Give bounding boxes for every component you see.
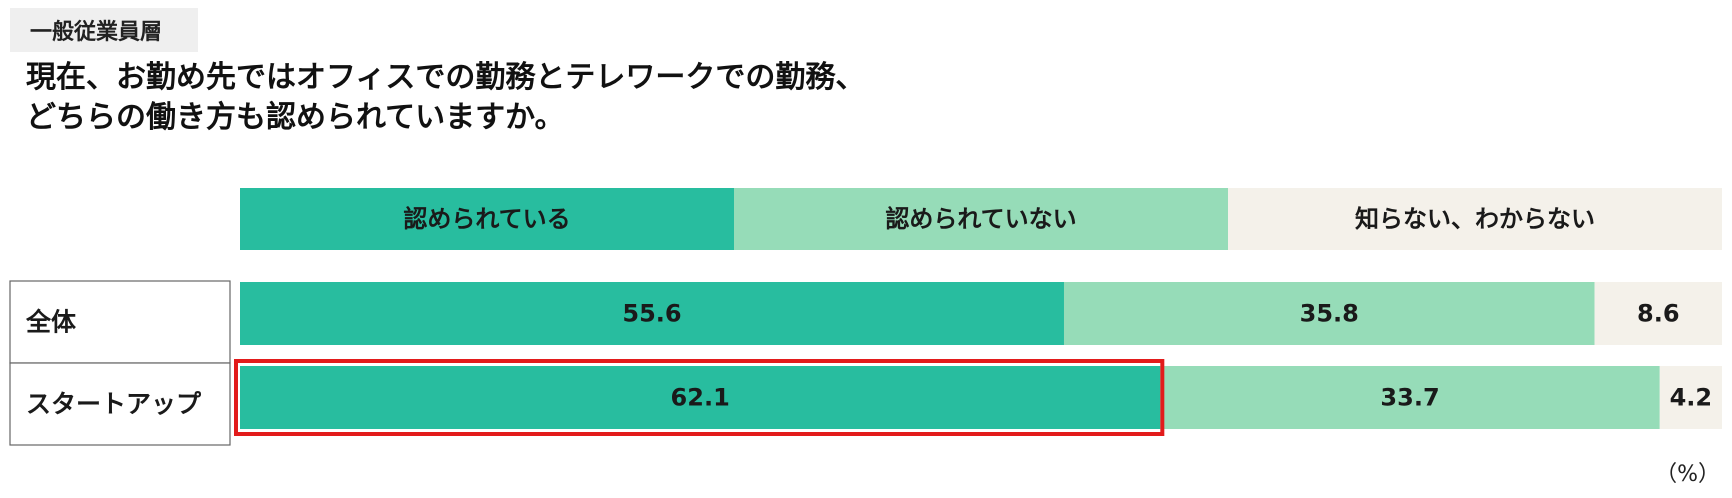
bar-2-series-1 <box>240 366 1161 429</box>
data-label-2-3: 4.2 <box>1670 384 1713 412</box>
legend-label-2: 認められていない <box>885 205 1076 233</box>
bar-1-series-1 <box>240 282 1064 345</box>
category-label-1: 全体 <box>25 308 77 337</box>
data-label-2-1: 62.1 <box>671 384 730 412</box>
bar-2-series-2 <box>1160 366 1660 429</box>
category-box-1 <box>9 280 231 364</box>
data-label-1-1: 55.6 <box>622 300 681 328</box>
legend-swatch-2 <box>734 188 1228 250</box>
legend-swatch-3 <box>1228 188 1722 250</box>
legend-label-3: 知らない、わからない <box>1355 205 1595 233</box>
highlight-frame <box>234 359 1165 436</box>
data-label-2-2: 33.7 <box>1380 384 1439 412</box>
legend-label-1: 認められている <box>403 205 570 233</box>
page-title: 現在、お勤め先ではオフィスでの勤務とテレワークでの勤務、 どちらの働き方も認めら… <box>26 58 1126 138</box>
unit-label: （%） <box>1655 462 1720 487</box>
section-tag: 一般従業員層 <box>10 8 198 52</box>
legend-swatch-1 <box>240 188 734 250</box>
bar-2-series-3 <box>1659 366 1722 429</box>
title-line-1: 現在、お勤め先ではオフィスでの勤務とテレワークでの勤務、 <box>26 60 866 95</box>
category-label-2: スタートアップ <box>26 390 202 419</box>
bar-1-series-2 <box>1063 282 1595 345</box>
title-line-2: どちらの働き方も認められていますか。 <box>26 100 565 135</box>
data-label-1-3: 8.6 <box>1637 300 1680 328</box>
bar-1-series-3 <box>1594 282 1722 345</box>
category-box-2 <box>9 362 231 446</box>
data-label-1-2: 35.8 <box>1300 300 1359 328</box>
